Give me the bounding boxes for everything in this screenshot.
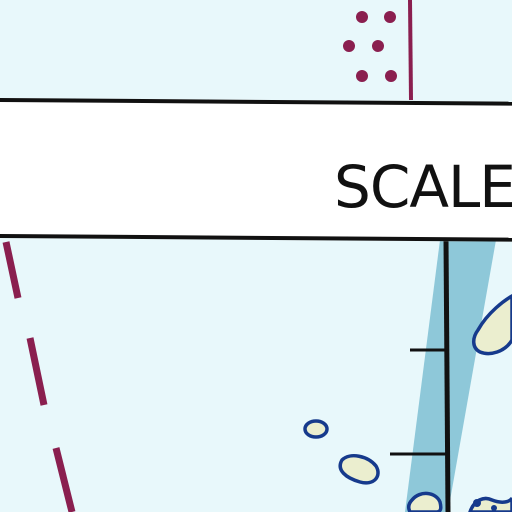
islands	[303, 293, 512, 512]
area-dot	[343, 40, 355, 52]
scale-bar	[390, 239, 451, 512]
boundary-dash	[26, 337, 48, 406]
shoal-markers	[473, 499, 497, 511]
boundary-line	[408, 0, 413, 101]
dashed-boundary-line	[2, 241, 76, 512]
island	[338, 454, 380, 485]
boundary-dash	[52, 447, 76, 512]
restricted-area-dots	[343, 11, 397, 82]
island	[303, 419, 329, 439]
boundary-dash	[2, 241, 22, 299]
area-dot	[384, 11, 396, 23]
scale-label: SCALE	[334, 153, 512, 221]
island	[472, 293, 512, 356]
island	[406, 491, 443, 512]
area-dot	[356, 11, 368, 23]
area-dot	[356, 70, 368, 82]
shoal-dot	[491, 505, 497, 511]
shoal-dot	[473, 499, 481, 507]
navigation-channel	[405, 240, 496, 512]
scale-axis	[443, 239, 451, 512]
area-dot	[372, 40, 384, 52]
area-dot	[385, 70, 397, 82]
